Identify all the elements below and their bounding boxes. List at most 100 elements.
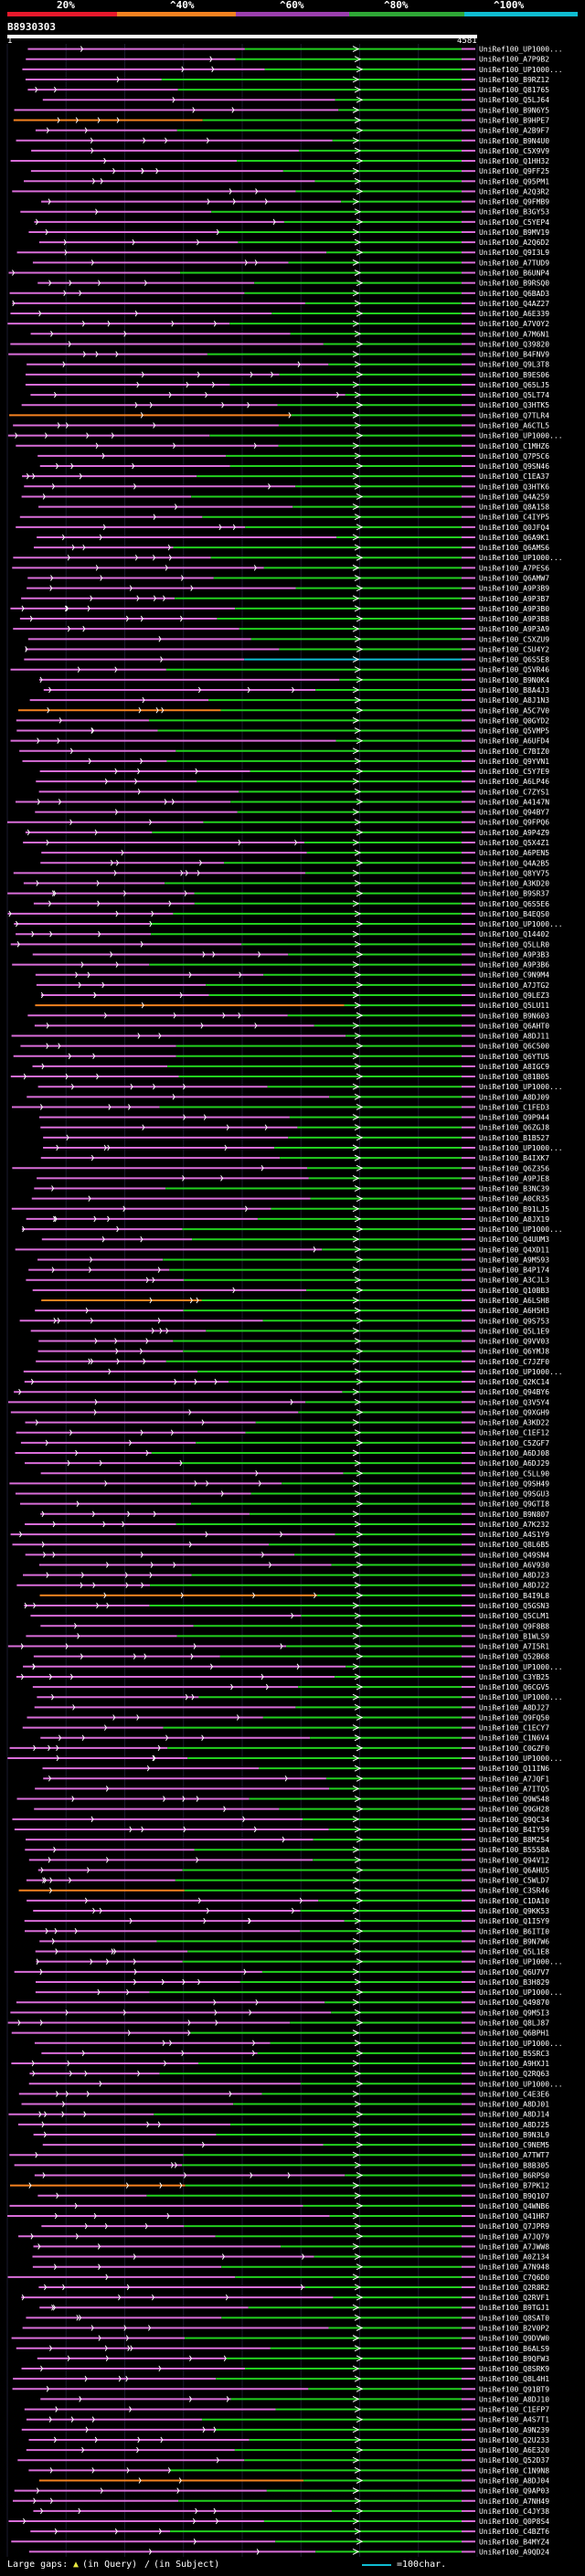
hit-label[interactable]: UniRef100_Q6C500 xyxy=(479,1043,549,1051)
hit-label[interactable]: UniRef100_A7TUD9 xyxy=(479,259,549,267)
hit-label[interactable]: UniRef100_B9N6Y5 xyxy=(479,106,549,114)
hit-label[interactable]: UniRef100_A8DJ22 xyxy=(479,1582,549,1590)
hit-label[interactable]: UniRef100_B9N4U0 xyxy=(479,137,549,145)
hit-label[interactable]: UniRef100_A4S7T1 xyxy=(479,2416,549,2424)
hit-label[interactable]: UniRef100_Q94BY6 xyxy=(479,1388,549,1396)
hit-label[interactable]: UniRef100_Q5CLM1 xyxy=(479,1612,549,1620)
hit-label[interactable]: UniRef100_A9P4Z9 xyxy=(479,829,549,837)
hit-label[interactable]: UniRef100_A8DJ09 xyxy=(479,1093,549,1101)
hit-label[interactable]: UniRef100_B9N3L9 xyxy=(479,2131,549,2139)
hit-label[interactable]: UniRef100_A8DJ10 xyxy=(479,2395,549,2403)
hit-label[interactable]: UniRef100_Q9AP03 xyxy=(479,2487,549,2496)
hit-label[interactable]: UniRef100_UP1000... xyxy=(479,1083,563,1091)
hit-label[interactable]: UniRef100_Q9GH28 xyxy=(479,1806,549,1814)
hit-label[interactable]: UniRef100_A7V0Y2 xyxy=(479,320,549,328)
hit-label[interactable]: UniRef100_Q9XGH9 xyxy=(479,1408,549,1416)
hit-label[interactable]: UniRef100_A8DJ01 xyxy=(479,2101,549,2109)
hit-label[interactable]: UniRef100_A7ITQ5 xyxy=(479,1785,549,1793)
hit-label[interactable]: UniRef100_A6DJ29 xyxy=(479,1459,549,1468)
hit-label[interactable]: UniRef100_A9P3B0 xyxy=(479,605,549,613)
hit-label[interactable]: UniRef100_A7I5R1 xyxy=(479,1643,549,1651)
hit-label[interactable]: UniRef100_B6UNP4 xyxy=(479,270,549,278)
hit-label[interactable]: UniRef100_Q5LJ64 xyxy=(479,96,549,104)
hit-label[interactable]: UniRef100_B4P174 xyxy=(479,1267,549,1275)
hit-label[interactable]: UniRef100_Q5GSN3 xyxy=(479,1602,549,1610)
hit-label[interactable]: UniRef100_Q6Z356 xyxy=(479,1164,549,1172)
hit-label[interactable]: UniRef100_A8DJ04 xyxy=(479,2476,549,2485)
hit-label[interactable]: UniRef100_C1EF12 xyxy=(479,1429,549,1437)
hit-label[interactable]: UniRef100_A7PES6 xyxy=(479,564,549,572)
hit-label[interactable]: UniRef100_A7JQ79 xyxy=(479,2232,549,2241)
hit-label[interactable]: UniRef100_Q9FMB9 xyxy=(479,198,549,207)
hit-label[interactable]: UniRef100_Q2RVF1 xyxy=(479,2294,549,2302)
hit-label[interactable]: UniRef100_B9HPE7 xyxy=(479,117,549,125)
hit-label[interactable]: UniRef100_A3KD20 xyxy=(479,880,549,888)
hit-label[interactable]: UniRef100_Q9W548 xyxy=(479,1796,549,1804)
hit-label[interactable]: UniRef100_Q3HTK5 xyxy=(479,401,549,409)
hit-label[interactable]: UniRef100_Q39820 xyxy=(479,340,549,348)
hit-label[interactable]: UniRef100_C9NEM5 xyxy=(479,2141,549,2149)
hit-label[interactable]: UniRef100_A7M6N1 xyxy=(479,330,549,338)
hit-label[interactable]: UniRef100_B8M254 xyxy=(479,1836,549,1844)
hit-label[interactable]: UniRef100_Q0P8S4 xyxy=(479,2518,549,2526)
hit-label[interactable]: UniRef100_A6V930 xyxy=(479,1561,549,1569)
hit-label[interactable]: UniRef100_C5LL90 xyxy=(479,1469,549,1478)
hit-label[interactable]: UniRef100_Q6CGV5 xyxy=(479,1683,549,1691)
hit-label[interactable]: UniRef100_Q6AMW7 xyxy=(479,575,549,583)
hit-label[interactable]: UniRef100_A9HXJ1 xyxy=(479,2060,549,2068)
hit-label[interactable]: UniRef100_Q11IN6 xyxy=(479,1765,549,1773)
hit-label[interactable]: UniRef100_B9ES06 xyxy=(479,371,549,379)
hit-label[interactable]: UniRef100_Q2R8R2 xyxy=(479,2284,549,2292)
hit-label[interactable]: UniRef100_UP1000... xyxy=(479,1693,563,1701)
hit-label[interactable]: UniRef100_A8JX19 xyxy=(479,1215,549,1224)
hit-label[interactable]: UniRef100_A8DJ27 xyxy=(479,1703,549,1712)
hit-label[interactable]: UniRef100_Q5X4Z1 xyxy=(479,839,549,847)
hit-label[interactable]: UniRef100_A7JQF1 xyxy=(479,1775,549,1783)
hit-label[interactable]: UniRef100_C1ECY7 xyxy=(479,1724,549,1733)
hit-label[interactable]: UniRef100_UP1000... xyxy=(479,46,563,54)
hit-label[interactable]: UniRef100_Q5VR46 xyxy=(479,666,549,674)
hit-label[interactable]: UniRef100_A9P3B3 xyxy=(479,950,549,959)
hit-label[interactable]: UniRef100_A7N948 xyxy=(479,2263,549,2272)
hit-label[interactable]: UniRef100_A6H5H3 xyxy=(479,1307,549,1315)
hit-label[interactable]: UniRef100_C4BZT6 xyxy=(479,2528,549,2536)
hit-label[interactable]: UniRef100_Q9M5I3 xyxy=(479,2009,549,2017)
hit-label[interactable]: UniRef100_A0CR35 xyxy=(479,1195,549,1203)
hit-label[interactable]: UniRef100_B4IY59 xyxy=(479,1826,549,1834)
hit-label[interactable]: UniRef100_A6LSH8 xyxy=(479,1297,549,1305)
hit-label[interactable]: UniRef100_B6ITI0 xyxy=(479,1927,549,1935)
hit-label[interactable]: UniRef100_A6E320 xyxy=(479,2446,549,2454)
hit-label[interactable]: UniRef100_Q91BT9 xyxy=(479,2385,549,2393)
hit-label[interactable]: UniRef100_Q9SN46 xyxy=(479,462,549,471)
hit-label[interactable]: UniRef100_A7JTG2 xyxy=(479,981,549,990)
hit-label[interactable]: UniRef100_Q8LJ87 xyxy=(479,2019,549,2027)
hit-label[interactable]: UniRef100_Q5L1E9 xyxy=(479,1327,549,1335)
hit-label[interactable]: UniRef100_B9RZ12 xyxy=(479,76,549,84)
hit-label[interactable]: UniRef100_Q5L1E8 xyxy=(479,1948,549,1956)
hit-label[interactable]: UniRef100_Q65LJ5 xyxy=(479,381,549,389)
hit-label[interactable]: UniRef100_C4IYP5 xyxy=(479,514,549,522)
hit-label[interactable]: UniRef100_B6ALS9 xyxy=(479,2345,549,2353)
hit-label[interactable]: UniRef100_A6CTL5 xyxy=(479,422,549,430)
hit-label[interactable]: UniRef100_Q8SAT0 xyxy=(479,2314,549,2322)
hit-label[interactable]: UniRef100_A6PEN5 xyxy=(479,849,549,857)
hit-label[interactable]: UniRef100_Q49870 xyxy=(479,1998,549,2007)
hit-label[interactable]: UniRef100_A5C7V0 xyxy=(479,706,549,715)
hit-label[interactable]: UniRef100_UP1000... xyxy=(479,2080,563,2088)
hit-label[interactable]: UniRef100_A8DJ23 xyxy=(479,1572,549,1580)
hit-label[interactable]: UniRef100_Q9S753 xyxy=(479,1317,549,1325)
hit-label[interactable]: UniRef100_Q5VMP5 xyxy=(479,727,549,736)
hit-label[interactable]: UniRef100_A8DJ14 xyxy=(479,2111,549,2119)
hit-label[interactable]: UniRef100_Q7P5C6 xyxy=(479,452,549,461)
hit-label[interactable]: UniRef100_A9P3B8 xyxy=(479,615,549,623)
hit-label[interactable]: UniRef100_A9P3B6 xyxy=(479,961,549,970)
hit-label[interactable]: UniRef100_C7Q6D0 xyxy=(479,2274,549,2282)
hit-label[interactable]: UniRef100_C1DA10 xyxy=(479,1897,549,1905)
hit-label[interactable]: UniRef100_C7BIZ0 xyxy=(479,747,549,756)
hit-label[interactable]: UniRef100_Q4WNB6 xyxy=(479,2202,549,2210)
hit-label[interactable]: UniRef100_B7PK12 xyxy=(479,2182,549,2190)
hit-label[interactable]: UniRef100_A7K232 xyxy=(479,1521,549,1529)
hit-label[interactable]: UniRef100_A4S1Y9 xyxy=(479,1531,549,1539)
hit-label[interactable]: UniRef100_C5Y7E9 xyxy=(479,768,549,776)
hit-label[interactable]: UniRef100_Q6S5E6 xyxy=(479,900,549,908)
